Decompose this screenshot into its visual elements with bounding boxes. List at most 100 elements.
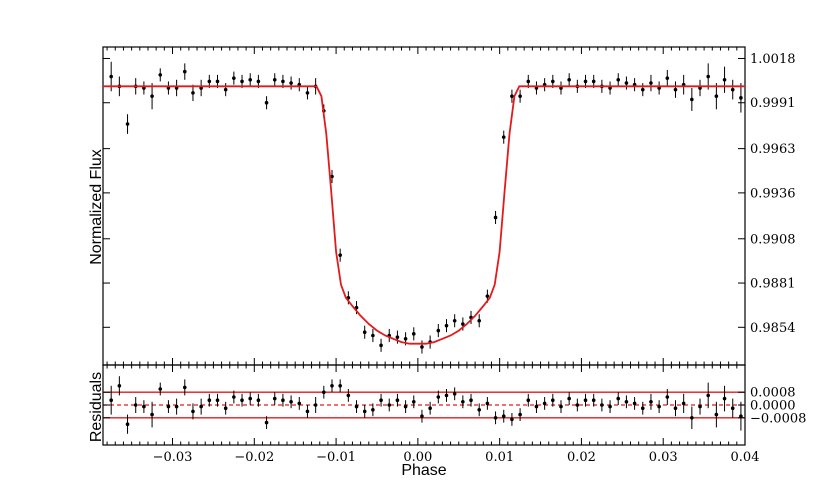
data-point <box>526 79 531 84</box>
data-point <box>583 398 588 403</box>
x-tick-label: −0.01 <box>316 450 356 465</box>
data-point <box>730 406 735 411</box>
data-point <box>575 403 580 407</box>
data-point <box>551 79 555 84</box>
data-point <box>477 408 482 412</box>
data-point <box>199 404 203 409</box>
data-point <box>567 396 571 401</box>
data-point <box>632 401 637 406</box>
y-tick-label: 1.0018 <box>750 52 796 67</box>
plot-area <box>103 61 745 354</box>
data-point <box>338 253 342 257</box>
data-point <box>403 336 408 341</box>
data-point <box>608 404 612 409</box>
data-point <box>264 420 269 425</box>
data-point <box>665 395 670 399</box>
data-point <box>714 412 719 417</box>
data-point <box>461 400 465 404</box>
data-point <box>420 345 424 349</box>
data-point <box>551 398 555 403</box>
data-point <box>452 318 457 323</box>
y-tick-label: 0.9936 <box>750 186 796 201</box>
data-point <box>518 412 522 417</box>
data-point <box>109 398 113 403</box>
x-tick-label: 0.03 <box>649 450 678 465</box>
data-point <box>395 398 400 403</box>
data-point <box>640 406 645 411</box>
plot-area <box>109 376 743 434</box>
data-point <box>289 81 293 85</box>
data-point <box>305 409 310 414</box>
x-tick-label: 0.00 <box>403 450 432 465</box>
data-point <box>411 332 416 336</box>
data-point <box>215 79 220 84</box>
data-point <box>477 318 482 323</box>
data-point <box>166 404 171 409</box>
data-point <box>681 401 686 406</box>
data-point <box>706 393 710 398</box>
x-tick-label: 0.04 <box>731 450 760 465</box>
data-point <box>223 87 228 92</box>
data-point <box>248 396 253 401</box>
data-point <box>518 94 522 98</box>
data-point <box>182 69 187 74</box>
data-point <box>469 398 473 403</box>
data-point <box>371 333 375 338</box>
data-point <box>722 396 727 401</box>
data-point <box>722 77 727 82</box>
transit-model-line <box>103 85 745 345</box>
data-point <box>616 77 621 82</box>
data-point <box>248 77 253 82</box>
data-point <box>411 400 416 404</box>
data-point <box>109 74 113 79</box>
data-point <box>232 76 236 80</box>
data-point <box>117 384 122 388</box>
data-point <box>567 77 571 82</box>
data-point <box>739 414 743 419</box>
data-point <box>362 330 367 335</box>
data-point <box>583 79 588 84</box>
data-point <box>452 392 457 396</box>
data-point <box>698 404 702 409</box>
data-point <box>428 406 432 411</box>
data-point <box>207 79 212 84</box>
data-point <box>436 328 441 333</box>
data-point <box>191 91 195 95</box>
data-point <box>714 94 719 98</box>
data-point <box>624 400 629 404</box>
data-point <box>461 322 465 326</box>
data-point <box>379 398 383 403</box>
plot-frame <box>102 364 746 446</box>
data-point <box>289 400 293 404</box>
data-point <box>272 77 277 82</box>
data-point <box>591 79 596 84</box>
data-point <box>272 396 277 401</box>
data-point <box>387 403 392 407</box>
data-point <box>207 398 212 403</box>
data-point <box>305 91 310 95</box>
data-point <box>501 135 506 139</box>
y-tick-label: 0.9854 <box>750 321 796 336</box>
data-point <box>690 97 694 102</box>
data-point <box>501 414 506 419</box>
data-point <box>485 401 490 406</box>
data-point <box>673 406 678 411</box>
data-point <box>142 404 146 409</box>
data-point <box>125 122 130 126</box>
data-point <box>510 417 514 422</box>
data-point <box>158 73 163 77</box>
data-point <box>232 395 236 399</box>
data-point <box>649 81 653 85</box>
y-tick-label: 0.0008 <box>750 386 796 401</box>
data-point <box>591 398 596 403</box>
data-point <box>346 393 351 398</box>
data-point <box>403 404 408 409</box>
y-tick-label: 0.9908 <box>750 232 796 247</box>
data-point <box>125 422 130 427</box>
residuals-y-axis-label: Residuals <box>88 372 105 442</box>
data-point <box>706 74 710 79</box>
data-point <box>264 100 269 105</box>
data-point <box>223 406 228 411</box>
data-point <box>256 398 261 403</box>
